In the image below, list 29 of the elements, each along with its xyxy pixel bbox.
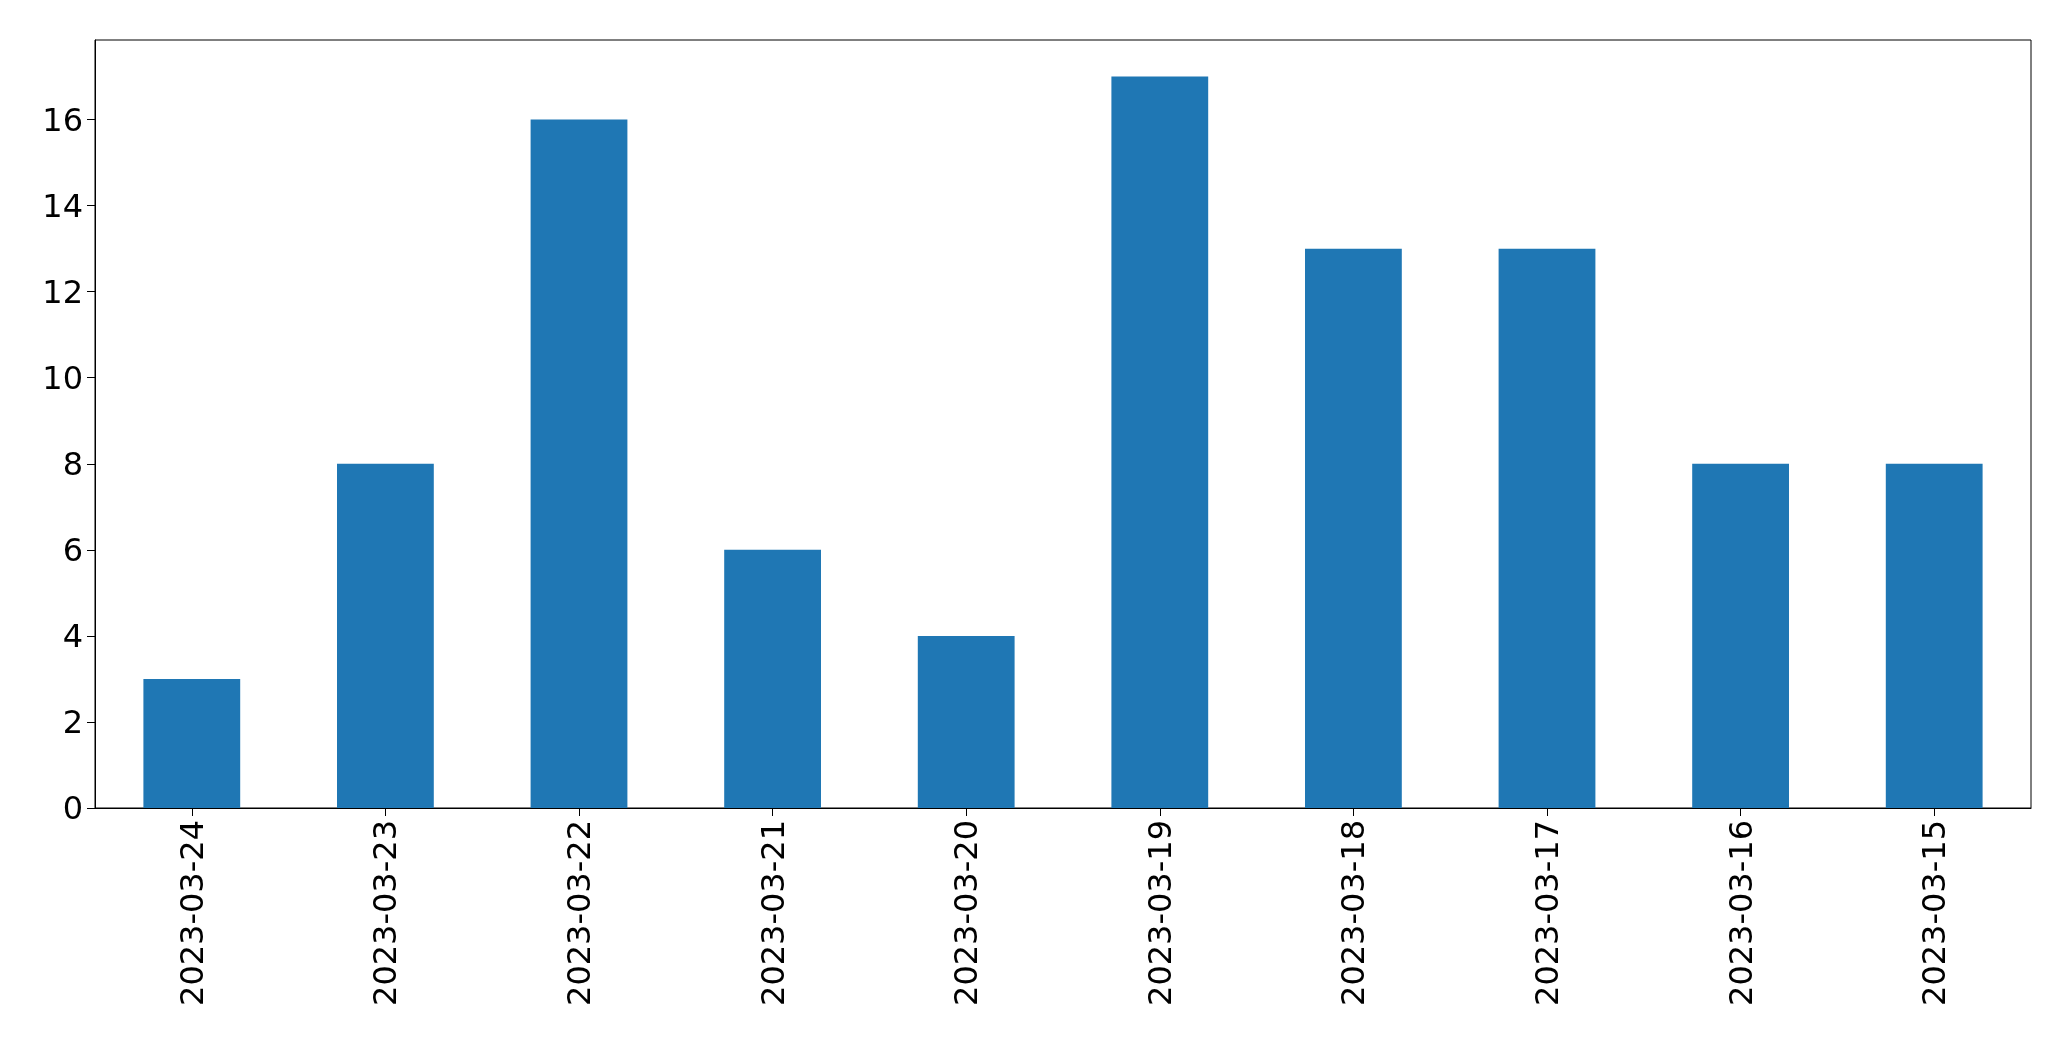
x-tick-label: 2023-03-19 (1140, 820, 1179, 1006)
bar (1498, 248, 1596, 808)
x-tick-label: 2023-03-18 (1334, 820, 1373, 1006)
bar (337, 463, 434, 808)
bar (1885, 463, 1983, 808)
y-tick-label: 6 (62, 530, 83, 569)
x-tick-label: 2023-03-23 (366, 820, 405, 1006)
bar (1111, 76, 1209, 808)
bar (724, 549, 821, 808)
x-tick-label: 2023-03-24 (172, 820, 211, 1006)
bar (1692, 463, 1789, 808)
bar (917, 635, 1015, 808)
y-tick-label: 0 (62, 789, 83, 827)
y-tick-label: 16 (42, 100, 83, 139)
x-tick-label: 2023-03-22 (560, 820, 598, 1006)
x-tick-label: 2023-03-17 (1528, 820, 1566, 1006)
y-tick-label: 8 (62, 444, 83, 483)
bar (1305, 248, 1402, 808)
y-tick-label: 14 (42, 186, 83, 225)
y-tick-label: 12 (42, 272, 83, 311)
x-tick-label: 2023-03-20 (947, 820, 986, 1006)
y-tick-label: 4 (62, 616, 83, 655)
bar (530, 119, 628, 808)
y-tick-label: 10 (42, 358, 83, 397)
y-tick-label: 2 (62, 702, 83, 741)
x-tick-label: 2023-03-15 (1915, 820, 1954, 1006)
bar (143, 678, 241, 808)
x-tick-label: 2023-03-16 (1721, 820, 1760, 1006)
x-tick-label: 2023-03-21 (753, 820, 792, 1006)
